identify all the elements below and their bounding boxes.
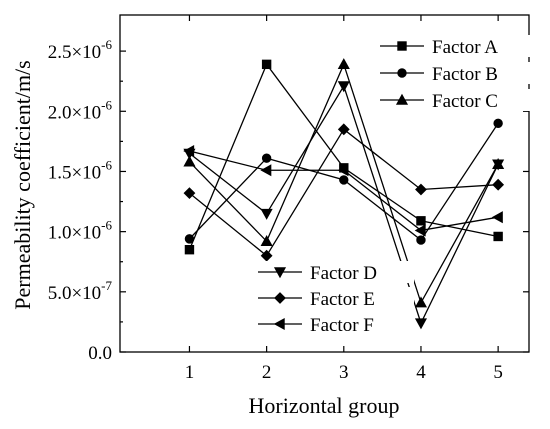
legend-marker: [395, 93, 409, 105]
data-point: [492, 159, 505, 171]
legend-bg: [376, 89, 536, 111]
data-point: [416, 216, 426, 226]
data-point: [183, 187, 196, 200]
legend-label: Factor E: [310, 289, 375, 310]
y-tick-label: 1.5×10-6: [48, 157, 113, 183]
series-factor-e: [183, 123, 505, 262]
legend-bg: [254, 287, 414, 309]
y-tick-label: 2.5×10-6: [48, 37, 113, 63]
data-point: [184, 244, 195, 255]
data-point: [491, 211, 503, 224]
data-point: [260, 235, 273, 246]
y-tick-label: 0.0: [88, 343, 112, 364]
data-point: [183, 155, 196, 167]
legend-marker: [273, 267, 287, 279]
data-point: [493, 231, 503, 242]
data-point: [337, 164, 349, 177]
x-axis-title: Horizontal group: [249, 393, 400, 418]
data-point: [337, 81, 350, 93]
data-point: [492, 178, 505, 191]
series-factor-b: [184, 118, 503, 245]
series-factor-f: [183, 144, 503, 237]
legend-marker: [273, 317, 285, 331]
legend-label: Factor D: [310, 263, 377, 284]
data-point: [337, 58, 350, 70]
x-tick-label: 1: [185, 362, 195, 383]
legend-marker: [274, 292, 286, 304]
series-factor-c: [183, 58, 505, 308]
x-tick-label: 5: [493, 362, 503, 383]
series-factor-d: [183, 81, 505, 330]
data-point: [415, 183, 427, 196]
data-point: [414, 296, 428, 308]
plot-area: 0.0 5.0×10-7 1.0×10-6 1.5×10-6 2.0×10-6 2.5×1…: [48, 14, 536, 383]
y-tick-label: 1.0×10-6: [48, 218, 113, 244]
legend-label: Factor A: [432, 37, 498, 58]
data-point: [260, 249, 273, 262]
data-point: [260, 208, 273, 220]
legend-marker: [397, 68, 407, 78]
y-tick-label: 5.0×10-7: [48, 278, 113, 304]
y-axis-title: Permeability coefficient/m/s: [10, 60, 35, 309]
legend-bg: [376, 35, 536, 57]
legend-marker: [397, 41, 407, 51]
data-point: [414, 224, 426, 237]
x-tick-label: 3: [339, 362, 349, 383]
data-point: [337, 123, 350, 136]
legend-bg: [376, 62, 536, 84]
data-point: [260, 164, 272, 177]
legend-label: Factor C: [432, 91, 498, 112]
data-point: [261, 59, 272, 70]
legend-label: Factor F: [310, 315, 374, 336]
data-point: [261, 153, 272, 163]
legend-label: Factor B: [432, 64, 498, 85]
legend-bg: [254, 313, 414, 335]
data-point: [183, 144, 195, 158]
y-tick-label: 2.0×10-6: [48, 97, 113, 123]
data-point: [414, 318, 428, 330]
legend-bg: [254, 261, 414, 283]
x-tick-label: 2: [262, 362, 272, 383]
x-tick-label: 4: [416, 362, 426, 383]
legend-bottom-center: Factor D Factor E Factor F: [254, 261, 414, 336]
data-point: [493, 118, 503, 129]
data-point: [184, 234, 195, 244]
legend-top-right: Factor A Factor B Factor C: [376, 35, 536, 112]
plot-frame: [119, 14, 530, 353]
data-point: [339, 175, 349, 185]
data-point: [416, 235, 426, 245]
